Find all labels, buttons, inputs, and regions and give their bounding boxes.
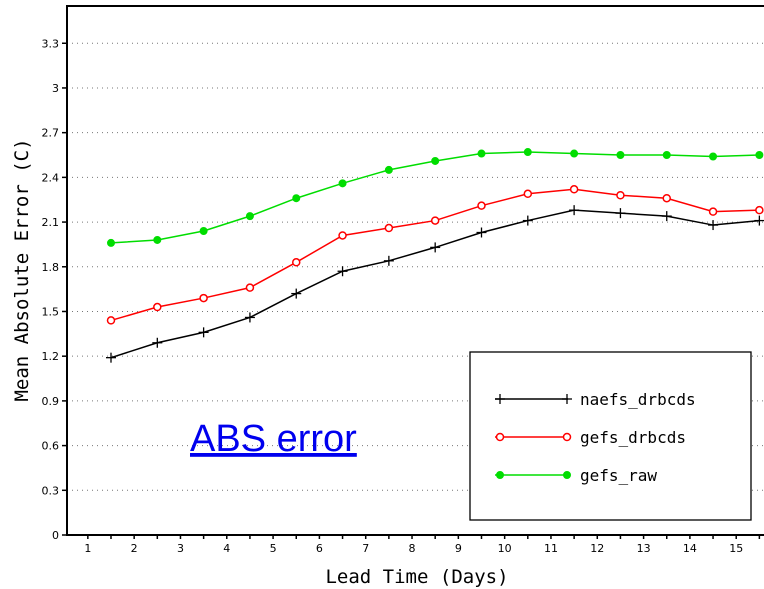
open-circle-marker (662, 193, 671, 203)
legend: naefs_drbcds gefs_drbcds gefs_raw (469, 351, 752, 521)
open-circle-marker (569, 185, 579, 194)
x-tick-label: 1 (84, 542, 91, 555)
x-tick-label: 12 (590, 542, 604, 555)
open-circle-marker (616, 190, 625, 200)
plus-marker (708, 220, 719, 231)
x-axis: 1 2 3 4 5 6 7 8 9 10 11 12 13 14 15 (84, 535, 761, 555)
y-tick-label: 1.5 (42, 305, 60, 318)
filled-circle-marker (106, 238, 115, 247)
legend-label: gefs_drbcds (580, 428, 686, 447)
plus-marker (430, 242, 441, 253)
legend-box (469, 351, 752, 521)
plus-marker (198, 327, 209, 338)
x-tick-label: 6 (316, 542, 323, 555)
filled-circle-marker (199, 227, 208, 236)
y-tick-label: 1.2 (42, 350, 60, 363)
y-tick-label: 2.4 (42, 171, 60, 184)
open-circle-marker (153, 302, 162, 312)
plus-marker (105, 352, 116, 363)
open-circle-marker (477, 201, 486, 210)
open-circle-marker (199, 293, 208, 303)
open-circle-marker (384, 223, 394, 233)
legend-label: gefs_raw (580, 466, 657, 485)
filled-circle-marker (523, 148, 532, 157)
x-tick-label: 15 (729, 542, 743, 555)
x-tick-label: 11 (544, 542, 558, 555)
x-tick-label: 14 (683, 542, 697, 555)
x-tick-label: 10 (498, 542, 512, 555)
abs-error-link[interactable]: ABS error (190, 418, 357, 460)
plus-marker (569, 205, 580, 216)
x-tick-label: 8 (409, 542, 416, 555)
plus-marker (754, 215, 764, 226)
plus-marker (152, 337, 163, 348)
plus-marker (615, 208, 626, 219)
y-tick-label: 1.8 (42, 261, 60, 274)
series-gefs_raw (106, 148, 764, 247)
filled-circle-marker (709, 152, 718, 161)
filled-circle-marker (477, 149, 486, 158)
y-tick-label: 3.3 (42, 37, 60, 50)
y-tick-label: 2.1 (42, 216, 60, 229)
open-circle-marker (495, 432, 505, 442)
y-tick-label: 0.6 (42, 440, 60, 453)
open-circle-marker (755, 205, 764, 215)
open-circle-marker (106, 316, 116, 325)
filled-circle-marker (616, 151, 625, 160)
x-tick-label: 3 (177, 542, 184, 555)
x-tick-label: 4 (223, 542, 230, 555)
series-line (110, 188, 760, 322)
open-circle-marker (523, 189, 533, 199)
filled-circle-marker (431, 156, 440, 165)
filled-circle-marker (755, 151, 764, 160)
open-circle-marker (338, 231, 347, 240)
plus-marker (476, 227, 487, 238)
filled-circle-marker (153, 235, 162, 244)
plus-marker (244, 312, 255, 323)
plus-marker (383, 255, 394, 266)
x-axis-title: Lead Time (Days) (325, 566, 508, 588)
plus-marker (291, 288, 302, 299)
filled-circle-marker (496, 471, 504, 479)
series-naefs_drbcds (105, 205, 764, 363)
filled-circle-marker (384, 165, 393, 174)
plot-frame (66, 5, 764, 536)
x-tick-label: 5 (270, 542, 277, 555)
y-tick-label: 2.7 (42, 127, 60, 140)
open-circle-marker (562, 432, 572, 442)
series-layer (105, 148, 764, 363)
x-tick-label: 7 (362, 542, 369, 555)
series-gefs_drbcds (106, 185, 764, 325)
filled-circle-marker (245, 212, 254, 221)
open-circle-marker (291, 258, 301, 267)
legend-label: naefs_drbcds (580, 390, 696, 409)
filled-circle-marker (292, 194, 301, 203)
series-line (110, 209, 760, 359)
open-circle-marker (708, 207, 718, 216)
plus-marker (661, 211, 672, 222)
open-circle-marker (430, 216, 440, 225)
x-tick-label: 9 (455, 542, 462, 555)
y-axis-title: Mean Absolute Error (C) (11, 138, 33, 401)
y-tick-label: 0.3 (42, 484, 60, 497)
y-tick-label: 0.9 (42, 395, 60, 408)
filled-circle-marker (570, 149, 579, 158)
plus-marker (495, 394, 505, 404)
y-axis: 0 0.3 0.6 0.9 1.2 1.5 1.8 2.1 2.4 2.7 3 3.3 (42, 37, 67, 542)
plus-marker (562, 394, 572, 404)
plus-marker (337, 266, 348, 277)
open-circle-marker (245, 283, 255, 292)
filled-circle-marker (338, 179, 347, 188)
x-tick-label: 2 (131, 542, 138, 555)
filled-circle-marker (563, 471, 571, 479)
x-tick-label: 13 (637, 542, 651, 555)
plus-marker (522, 215, 533, 226)
y-tick-label: 3 (52, 82, 59, 95)
y-tick-label: 0 (52, 529, 59, 542)
filled-circle-marker (662, 151, 671, 160)
